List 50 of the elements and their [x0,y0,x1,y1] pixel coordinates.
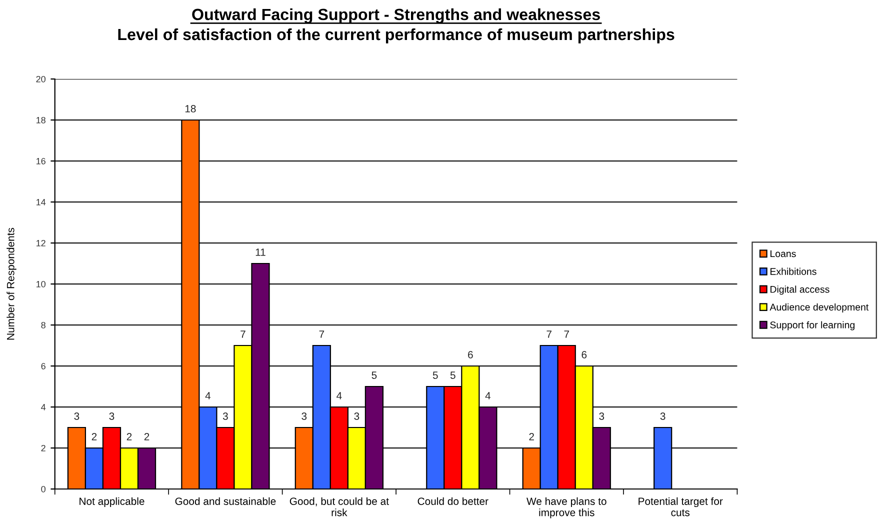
data-label: 6 [582,351,587,358]
data-label: 2 [126,433,132,440]
legend-label: Support for learning [770,321,854,330]
data-label: 3 [302,412,307,420]
y-tick-label: 20 [36,76,46,82]
data-label: 7 [240,330,246,338]
data-label: 4 [485,392,491,400]
data-label: 3 [109,412,114,420]
data-label: 5 [372,372,377,379]
data-label: 3 [660,412,666,420]
data-label: 4 [205,392,211,400]
data-label: 7 [319,330,324,338]
x-tick-label: Good, but could be at risk [290,497,389,516]
x-tick-label: Could do better [418,497,488,505]
y-axis-title: Number of Respondents [6,228,16,340]
legend-label: Digital access [770,286,830,295]
x-tick-label: Good and sustainable [175,497,276,505]
y-tick-label: 8 [41,322,46,328]
legend-label: Exhibitions [770,268,816,275]
data-label: 2 [92,433,97,440]
data-label: 18 [185,105,196,112]
data-label: 7 [564,330,569,338]
legend-label: Audience development [770,303,869,312]
legend-label: Loans [770,250,796,258]
y-tick-label: 14 [36,199,46,206]
y-tick-label: 6 [41,362,46,370]
data-label: 3 [222,412,228,420]
chart-title: Outward Facing Support - Strengths and weaknesses [192,8,600,24]
data-label: 5 [450,372,456,379]
y-tick-label: 4 [41,404,46,410]
x-tick-label: Potential target for cuts [638,497,723,516]
y-tick-label: 12 [36,240,46,246]
chart-subtitle: Level of satisfaction of the current performance of museum partnerships [118,28,674,44]
data-label: 2 [144,433,150,440]
data-label: 4 [336,392,342,400]
data-label: 7 [546,330,552,338]
y-tick-label: 2 [41,444,46,452]
data-label: 11 [256,248,266,256]
x-tick-label: Not applicable [80,497,144,508]
y-tick-label: 0 [41,486,46,492]
data-label: 6 [468,351,473,358]
y-tick-label: 16 [36,158,46,164]
y-tick-label: 18 [36,116,46,124]
data-label: 3 [354,412,360,420]
data-label: 5 [432,372,438,379]
y-tick-label: 10 [36,280,46,288]
data-label: 3 [599,412,604,420]
data-label: 3 [74,412,80,420]
x-tick-label: We have plans to improve this [526,497,606,518]
data-label: 2 [529,433,534,440]
